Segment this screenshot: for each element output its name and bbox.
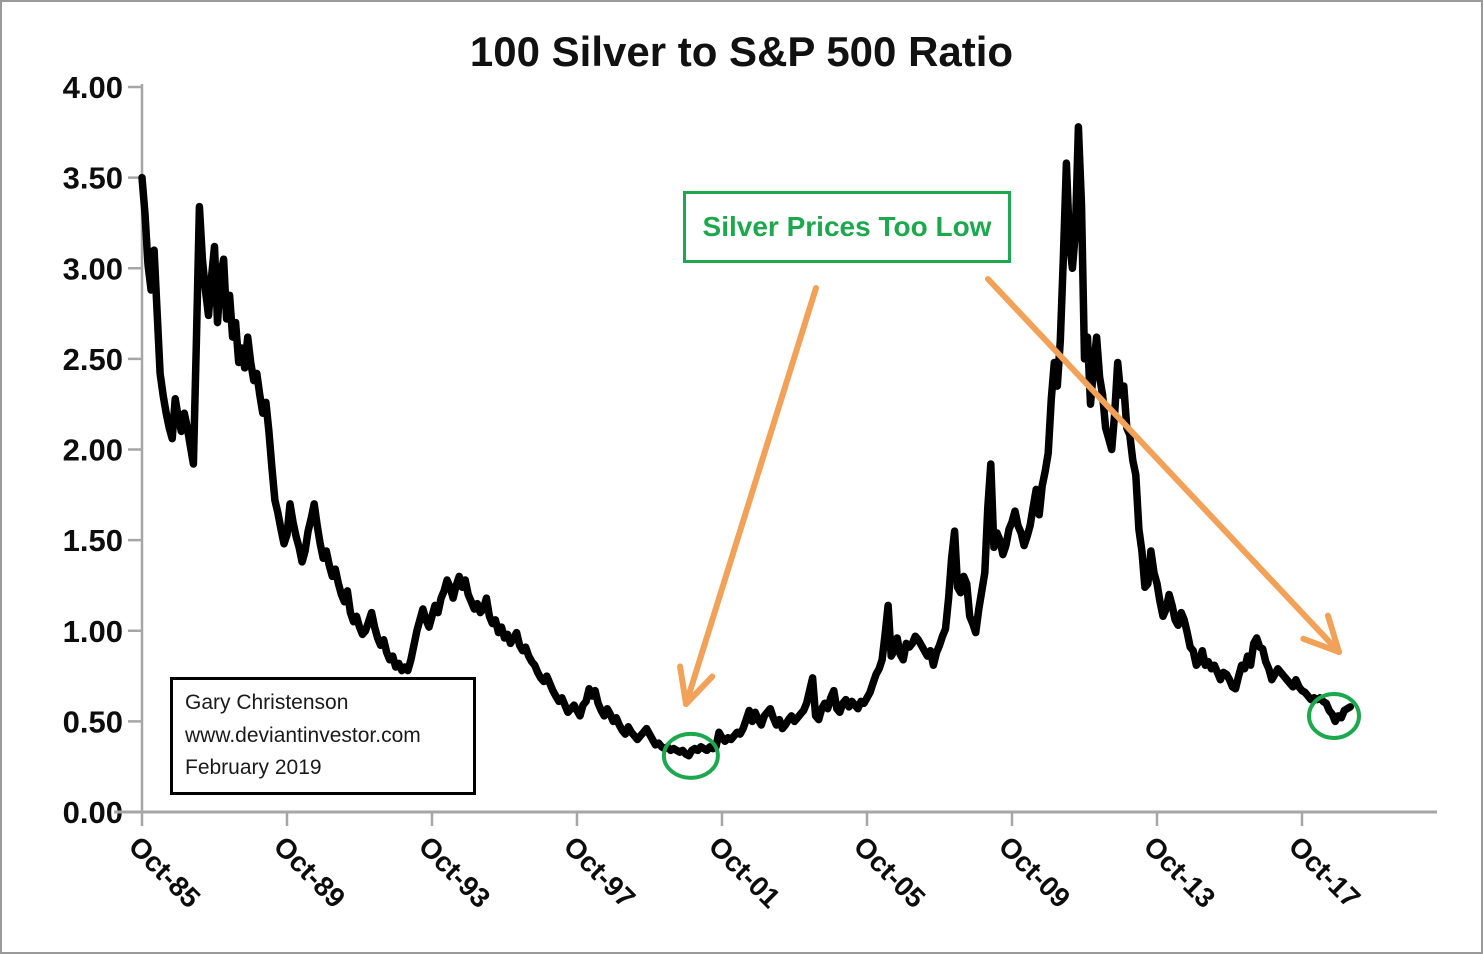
x-axis-tick-label: Oct-85	[123, 830, 207, 914]
y-axis-tick-label: 3.00	[63, 251, 123, 286]
y-axis-tick-label: 3.50	[63, 161, 123, 196]
y-axis-tick-label: 1.50	[63, 523, 123, 558]
credit-website: www.deviantinvestor.com	[185, 723, 421, 747]
low-point-circle	[661, 731, 720, 780]
y-axis-tick-label: 4.00	[63, 70, 123, 105]
x-axis-tick-label: Oct-97	[558, 830, 642, 914]
x-axis-tick-label: Oct-17	[1283, 830, 1367, 914]
x-axis-tick-label: Oct-05	[848, 830, 932, 914]
x-axis-tick-label: Oct-13	[1138, 830, 1222, 914]
credit-box: Gary Christenson www.deviantinvestor.com…	[170, 677, 476, 795]
x-axis-tick-label: Oct-09	[993, 830, 1077, 914]
y-axis-tick-label: 0.50	[63, 704, 123, 739]
annotation-callout-box: Silver Prices Too Low	[683, 191, 1011, 263]
credit-author: Gary Christenson	[185, 691, 349, 714]
credit-date: February 2019	[185, 756, 322, 780]
y-axis-tick-label: 2.00	[63, 433, 123, 468]
x-axis-tick-label: Oct-89	[268, 830, 352, 914]
low-point-circles	[661, 691, 1362, 780]
y-axis-tick-label: 2.50	[63, 342, 123, 377]
annotation-callout-text: Silver Prices Too Low	[702, 211, 992, 242]
silver-sp500-ratio-line	[138, 123, 1355, 760]
low-point-circle	[1307, 691, 1362, 740]
annotation-arrows	[677, 276, 1342, 707]
y-axis-tick-label: 1.00	[63, 614, 123, 649]
x-axis-tick-label: Oct-93	[413, 830, 497, 914]
y-axis-tick-label: 0.00	[63, 795, 123, 830]
chart-title: 100 Silver to S&P 500 Ratio	[469, 28, 1014, 75]
x-axis-tick-label: Oct-01	[703, 830, 787, 914]
